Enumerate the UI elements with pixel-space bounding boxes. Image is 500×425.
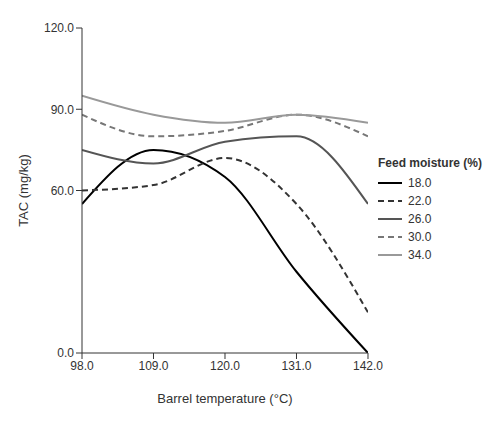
html-text:18.0: 18.0 xyxy=(408,175,432,190)
html-text:22.0: 22.0 xyxy=(408,193,432,208)
svg-text:120.0: 120.0 xyxy=(44,21,74,35)
svg-text:60.0: 60.0 xyxy=(51,184,75,198)
svg-text:120.0: 120.0 xyxy=(210,359,240,373)
html-text:26.0: 26.0 xyxy=(408,211,432,226)
svg-text:109.0: 109.0 xyxy=(138,359,168,373)
svg-text:Barrel temperature (°C): Barrel temperature (°C) xyxy=(157,391,292,406)
svg-text:0.0: 0.0 xyxy=(57,346,74,360)
html-text:30.0: 30.0 xyxy=(408,229,432,244)
html-text:Feed moisture (%): Feed moisture (%) xyxy=(378,155,482,170)
svg-text:131.0: 131.0 xyxy=(281,359,311,373)
svg-text:98.0: 98.0 xyxy=(70,359,94,373)
svg-text:90.0: 90.0 xyxy=(51,103,75,117)
svg-text:TAC (mg/kg): TAC (mg/kg) xyxy=(16,154,31,227)
svg-text:142.0: 142.0 xyxy=(353,359,383,373)
html-text:34.0: 34.0 xyxy=(408,247,432,262)
